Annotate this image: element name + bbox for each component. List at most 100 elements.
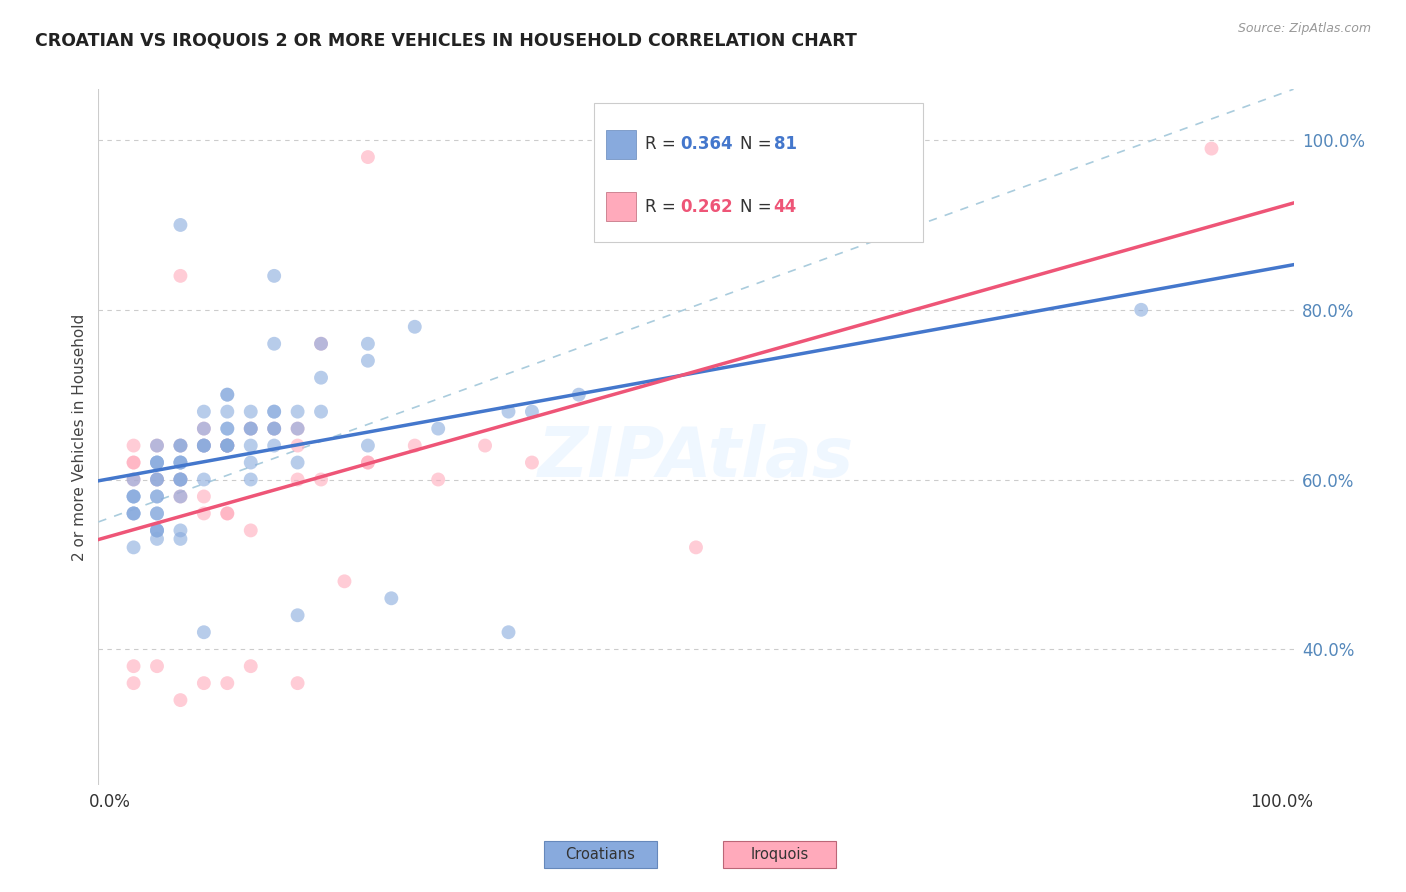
Text: Croatians: Croatians — [565, 847, 636, 862]
Point — [122, 439, 145, 453]
Point — [217, 387, 239, 401]
Point — [122, 659, 145, 673]
Point — [239, 421, 262, 435]
Point — [122, 473, 145, 487]
Point — [263, 336, 285, 351]
Point — [169, 532, 191, 546]
Point — [122, 490, 145, 504]
Text: Source: ZipAtlas.com: Source: ZipAtlas.com — [1237, 22, 1371, 36]
Point — [122, 507, 145, 521]
Text: N =: N = — [740, 198, 772, 216]
Point — [239, 404, 262, 418]
Point — [146, 659, 169, 673]
Point — [380, 591, 402, 606]
Point — [146, 439, 169, 453]
Point — [357, 150, 380, 164]
Point — [169, 693, 191, 707]
Point — [122, 490, 145, 504]
Point — [287, 676, 309, 690]
Point — [122, 473, 145, 487]
Point — [263, 404, 285, 418]
Point — [146, 490, 169, 504]
Point — [287, 404, 309, 418]
Point — [309, 473, 332, 487]
Point — [287, 421, 309, 435]
Text: ZIPAtlas: ZIPAtlas — [538, 425, 853, 491]
Point — [239, 524, 262, 538]
Point — [263, 268, 285, 283]
Point — [239, 473, 262, 487]
Text: R =: R = — [644, 136, 675, 153]
Point — [169, 456, 191, 470]
Point — [146, 524, 169, 538]
Point — [287, 608, 309, 623]
Point — [146, 473, 169, 487]
Text: Iroquois: Iroquois — [751, 847, 808, 862]
Point — [1130, 302, 1153, 317]
Point — [193, 490, 215, 504]
Point — [217, 507, 239, 521]
Point — [146, 456, 169, 470]
Point — [287, 421, 309, 435]
Point — [146, 507, 169, 521]
Point — [146, 473, 169, 487]
Point — [122, 456, 145, 470]
Point — [309, 370, 332, 384]
Point — [122, 456, 145, 470]
Point — [217, 439, 239, 453]
Point — [263, 404, 285, 418]
Point — [498, 625, 520, 640]
Point — [404, 439, 426, 453]
Point — [146, 439, 169, 453]
Point — [333, 574, 356, 589]
Point — [287, 439, 309, 453]
Point — [239, 439, 262, 453]
Point — [263, 421, 285, 435]
Point — [217, 421, 239, 435]
Point — [146, 456, 169, 470]
Point — [146, 507, 169, 521]
Point — [263, 439, 285, 453]
Point — [193, 439, 215, 453]
Point — [169, 439, 191, 453]
Point — [357, 353, 380, 368]
Point — [1201, 142, 1223, 156]
Point — [217, 404, 239, 418]
Point — [217, 421, 239, 435]
Point — [146, 524, 169, 538]
Point — [193, 625, 215, 640]
Point — [193, 676, 215, 690]
Point — [193, 439, 215, 453]
Point — [193, 421, 215, 435]
Text: 81: 81 — [773, 136, 797, 153]
Point — [169, 490, 191, 504]
Point — [169, 439, 191, 453]
Point — [685, 541, 707, 555]
Point — [217, 439, 239, 453]
Point — [169, 490, 191, 504]
Point — [217, 439, 239, 453]
Point — [309, 336, 332, 351]
Point — [193, 421, 215, 435]
Point — [217, 387, 239, 401]
Point — [309, 404, 332, 418]
Point — [169, 473, 191, 487]
Point — [263, 421, 285, 435]
Point — [169, 439, 191, 453]
Point — [217, 507, 239, 521]
Point — [122, 676, 145, 690]
Point — [169, 268, 191, 283]
Point — [357, 439, 380, 453]
Point — [169, 218, 191, 232]
Point — [357, 456, 380, 470]
Point — [263, 421, 285, 435]
Point — [357, 336, 380, 351]
Point — [474, 439, 496, 453]
Point — [146, 456, 169, 470]
Point — [287, 473, 309, 487]
Text: 44: 44 — [773, 198, 797, 216]
Point — [287, 456, 309, 470]
Point — [239, 659, 262, 673]
Point — [122, 541, 145, 555]
Point — [169, 456, 191, 470]
